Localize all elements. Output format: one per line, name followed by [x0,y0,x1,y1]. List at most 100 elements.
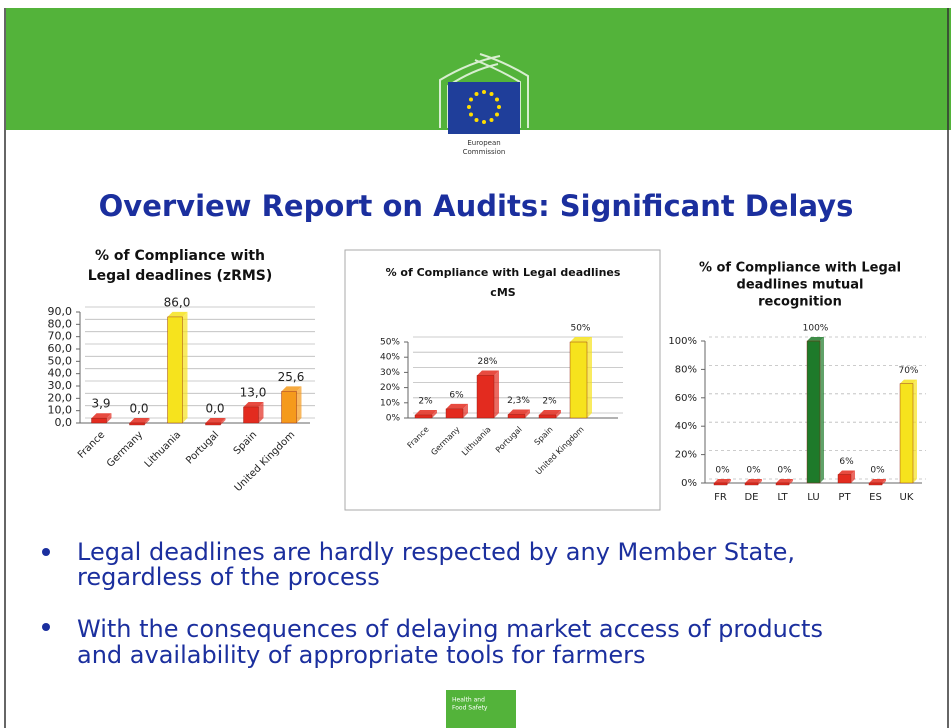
eu-flag [448,82,520,134]
bar [414,414,433,419]
bar-top [415,409,437,415]
bar [868,482,883,486]
y-tick-label: 70,0 [48,330,73,343]
chart-title: deadlines mutual [737,278,864,293]
value-label: 100% [803,324,829,334]
chart-title: recognition [758,295,842,310]
value-label: 2% [542,396,557,406]
bar-top [807,337,824,341]
star [482,90,486,94]
star [482,120,486,124]
y-tick-label: 80,0 [48,317,73,330]
value-label: 6% [839,457,854,467]
value-label: 0,0 [205,402,224,416]
value-label: 28% [477,357,497,367]
bullet-dot [42,623,50,631]
star [467,105,471,109]
value-label: 0% [715,466,730,476]
bullet-text: With the consequences of delaying market… [77,615,823,643]
bar [775,482,790,486]
bar [91,417,107,424]
value-label: 70% [898,366,918,376]
bar-top [446,403,468,409]
star [489,117,494,122]
y-tick-label: 20% [675,450,697,461]
y-tick-label: 20% [380,383,400,393]
x-tick-label: LT [777,492,788,503]
bar [129,422,145,426]
bar-side [144,418,150,425]
chart-title: cMS [490,286,515,299]
bar [744,482,759,486]
bar-side [820,337,824,483]
y-tick-label: 80% [675,364,697,375]
logo-text: European [467,139,500,147]
bar-top [281,386,302,392]
footer-logo-text: Health and [452,697,485,704]
y-tick-label: 90,0 [48,305,73,318]
bar [281,391,297,424]
bar [899,383,914,484]
bar-side [556,409,561,418]
value-label: 50% [570,324,590,334]
bar-side [525,409,530,418]
x-tick-label: UK [900,492,914,503]
star [474,117,479,122]
star [494,97,499,102]
bar [806,340,821,484]
bar-side [494,370,499,418]
value-label: 86,0 [164,295,191,309]
bar-side [220,418,226,425]
y-tick-label: 0% [386,414,401,424]
bar [167,316,183,424]
bar-side [727,479,731,485]
bar-top [243,401,264,407]
bullet-text: regardless of the process [77,563,380,591]
value-label: 0% [746,466,761,476]
value-label: 6% [449,390,464,400]
bar-top [570,337,592,342]
y-tick-label: 30,0 [48,379,73,392]
chart-title: Legal deadlines (zRMS) [88,268,273,284]
value-label: 25,6 [278,370,305,384]
y-tick-label: 50,0 [48,354,73,367]
bar [476,375,495,419]
value-label: 2% [418,396,433,406]
bar [507,414,526,419]
bar-top [869,479,886,483]
star [497,105,501,109]
x-tick-label: LU [807,492,819,503]
y-tick-label: 60% [675,393,697,404]
bullet-text: and availability of appropriate tools fo… [77,641,646,669]
value-label: 0% [777,466,792,476]
bar-side [758,479,762,485]
y-tick-label: 50% [380,338,400,348]
chart-title: % of Compliance with [95,248,265,264]
bar-side [258,401,264,423]
bar-side [296,386,302,423]
slide-title: Overview Report on Audits: Significant D… [99,189,854,223]
value-label: 13,0 [240,385,267,399]
bar-top [508,409,530,415]
y-tick-label: 40% [380,353,400,363]
y-tick-label: 60,0 [48,342,73,355]
bar-top [900,379,917,384]
star [489,92,494,97]
bar-side [106,413,112,423]
bar-side [432,409,437,418]
y-tick-label: 40% [675,421,697,432]
bar [837,474,852,484]
bar-side [182,311,188,423]
bar-top [205,418,226,423]
star [474,92,479,97]
bar-side [913,379,917,483]
bar-top [91,413,112,419]
value-label: 0,0 [129,402,148,416]
bullet-dot [42,548,50,556]
bar [205,422,221,426]
bar [713,482,728,486]
eu-stars [467,90,501,124]
bar [538,414,557,419]
y-tick-label: 30% [380,368,400,378]
